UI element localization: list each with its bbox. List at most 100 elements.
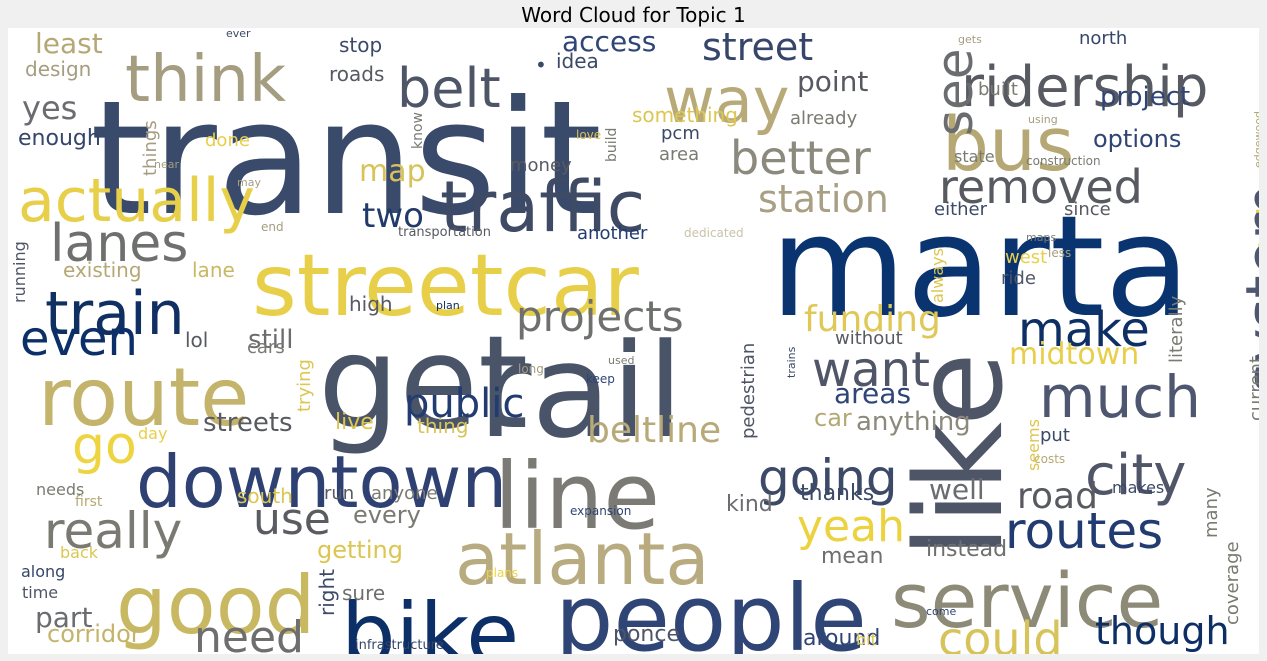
- word-bike: bike: [341, 585, 520, 654]
- word-always: always: [928, 248, 947, 303]
- word-train: train: [45, 279, 185, 349]
- word-run: run: [324, 483, 355, 504]
- word-gets: gets: [958, 33, 982, 46]
- word-south: south: [237, 484, 293, 508]
- word-part: part: [35, 601, 93, 634]
- word-expansion: expansion: [570, 504, 632, 518]
- word-car: car: [814, 404, 852, 432]
- page-title: Word Cloud for Topic 1: [521, 3, 746, 27]
- word-getting: getting: [317, 536, 403, 564]
- word-west: west: [1005, 247, 1048, 268]
- word-stop: stop: [339, 33, 383, 57]
- word-anyone: anyone: [371, 483, 438, 504]
- word-go: go: [72, 416, 137, 476]
- word-well: well: [929, 473, 985, 506]
- word-coverage: coverage: [1222, 541, 1243, 625]
- word-use: use: [253, 494, 331, 545]
- word-could: could: [938, 612, 1063, 654]
- word-north: north: [1079, 28, 1128, 49]
- word-trying: trying: [294, 359, 315, 412]
- word-public: public: [404, 381, 525, 427]
- word-downtown: downtown: [136, 440, 508, 524]
- word-long: long: [518, 362, 544, 376]
- word-transit: transit: [90, 67, 603, 251]
- word-plans: plans: [486, 566, 519, 580]
- word-lane: lane: [192, 258, 235, 282]
- word-without: without: [835, 328, 903, 349]
- word-funding: funding: [804, 299, 941, 340]
- word-every: every: [353, 501, 421, 529]
- word-trains: trains: [785, 346, 798, 378]
- word-road: road: [1017, 476, 1098, 517]
- word-either: either: [934, 199, 988, 220]
- word-dot: •: [535, 53, 547, 77]
- word-instead: instead: [926, 537, 1008, 562]
- word-ridership: ridership: [961, 55, 1209, 120]
- word-midtown: midtown: [1009, 337, 1140, 372]
- word-need: need: [194, 612, 304, 655]
- word-time: time: [22, 583, 59, 602]
- word-built: built: [978, 79, 1018, 100]
- word-using: using: [1028, 113, 1058, 126]
- word-design: design: [25, 57, 92, 81]
- word-area: area: [659, 144, 700, 165]
- word-money: money: [510, 155, 572, 176]
- word-lol: lol: [185, 328, 209, 352]
- word-route: route: [38, 351, 250, 444]
- word-needs: needs: [36, 480, 85, 499]
- word-people: people: [555, 565, 867, 655]
- word-streetcar: streetcar: [252, 236, 639, 336]
- word-done: done: [205, 130, 250, 151]
- word-anything: anything: [856, 407, 971, 437]
- word-used: used: [608, 354, 635, 367]
- word-right: right: [315, 569, 339, 616]
- word-street: street: [702, 28, 814, 69]
- word-may: may: [237, 176, 261, 189]
- word-idea: idea: [556, 49, 599, 73]
- word-still: still: [248, 325, 294, 355]
- word-along: along: [21, 562, 66, 581]
- word-thing: thing: [417, 414, 469, 438]
- word-really: really: [44, 502, 183, 560]
- word-way: way: [664, 64, 790, 137]
- word-another: another: [577, 223, 648, 244]
- word-two: two: [362, 196, 424, 236]
- word-keep: keep: [586, 372, 615, 386]
- word-ponce: ponce: [613, 622, 680, 647]
- word-access: access: [562, 28, 657, 58]
- word-make: make: [1018, 302, 1150, 358]
- word-lanes: lanes: [50, 214, 189, 274]
- word-line: line: [494, 443, 661, 550]
- word-better: better: [730, 131, 871, 185]
- word-good: good: [116, 559, 316, 652]
- word-even: even: [20, 311, 138, 367]
- word-edgewood: edgewood: [1252, 111, 1259, 168]
- word-beltline: beltline: [587, 410, 722, 451]
- word-corridor: corridor: [47, 620, 141, 648]
- word-love: love: [576, 128, 602, 142]
- word-removed: removed: [939, 160, 1143, 214]
- word-rail: rail: [478, 315, 684, 467]
- word-routes: routes: [1005, 502, 1164, 560]
- word-yeah: yeah: [797, 501, 905, 552]
- word-makes: makes: [1112, 478, 1165, 497]
- word-infrastructure: infrastructure: [355, 638, 444, 653]
- word-day: day: [138, 424, 168, 443]
- word-maps: maps: [1026, 231, 1057, 244]
- word-know: know: [410, 112, 426, 149]
- word-going: going: [758, 449, 898, 507]
- word-options: options: [1093, 125, 1182, 153]
- word-station: station: [758, 177, 889, 221]
- word-though: though: [1095, 609, 1230, 653]
- word-kind: kind: [726, 492, 773, 517]
- word-much: much: [1039, 363, 1201, 431]
- word-current: current: [1246, 356, 1259, 421]
- word-service: service: [891, 556, 1164, 645]
- word-come: come: [926, 605, 957, 618]
- word-seems: seems: [1024, 419, 1043, 471]
- word-enough: enough: [18, 126, 101, 151]
- word-marta: marta: [770, 186, 1191, 349]
- word-mean: mean: [821, 544, 884, 569]
- word-high: high: [349, 292, 393, 316]
- word-roads: roads: [329, 62, 385, 86]
